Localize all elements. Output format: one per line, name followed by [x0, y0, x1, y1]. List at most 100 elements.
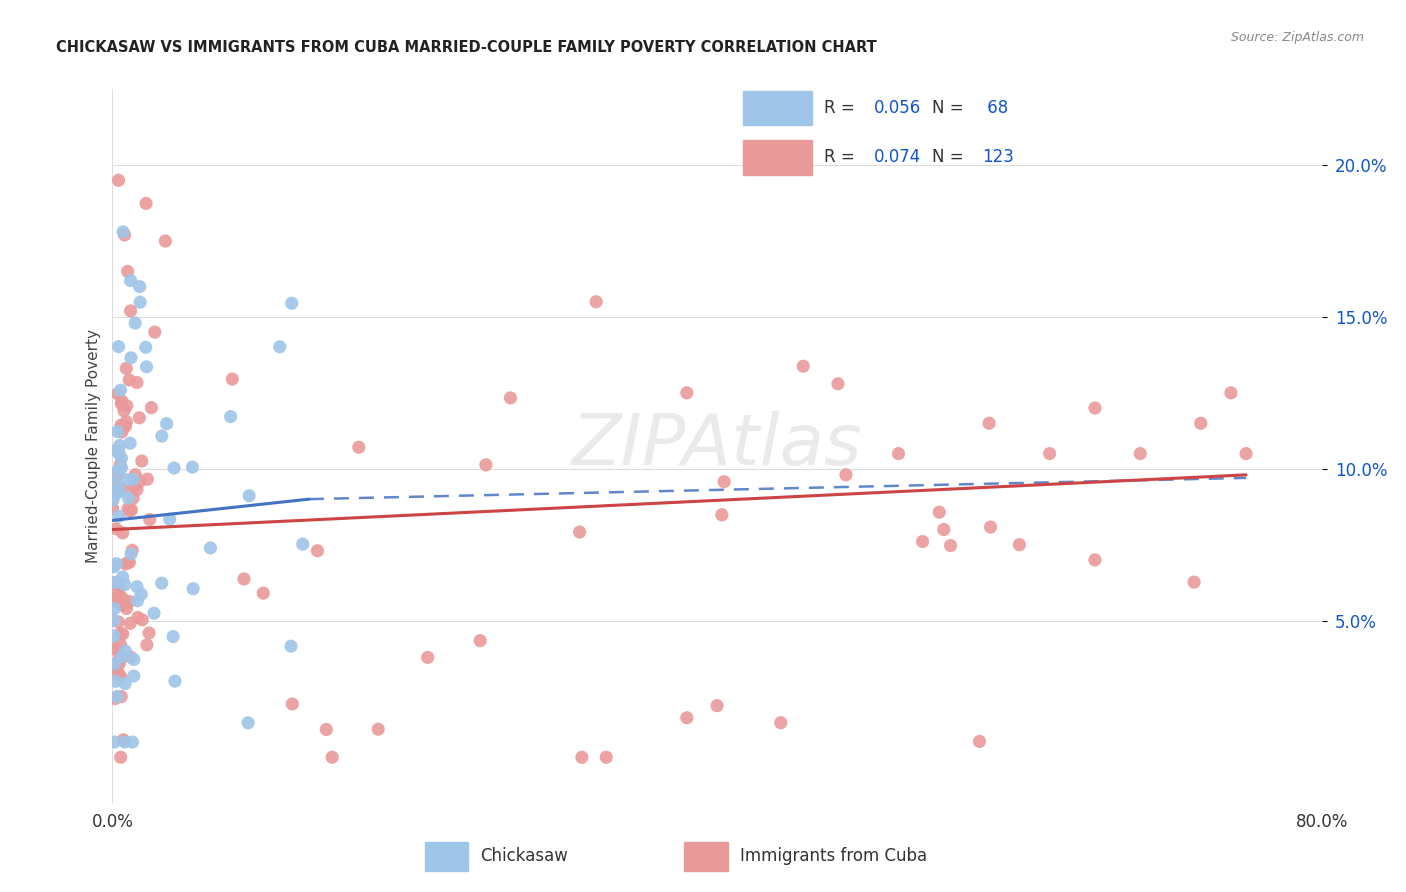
Point [236, 715, 259, 730]
Text: 0.056: 0.056 [873, 99, 921, 117]
Text: N =: N = [932, 99, 969, 117]
Point [110, 451, 132, 466]
Point [108, 438, 131, 452]
Point [112, 225, 135, 239]
Point [104, 641, 127, 656]
Point [568, 524, 591, 539]
Point [280, 639, 302, 653]
Point [105, 464, 128, 478]
FancyBboxPatch shape [744, 140, 811, 175]
Point [114, 644, 136, 658]
Point [111, 598, 134, 612]
Point [135, 638, 157, 652]
Point [122, 473, 145, 487]
Point [107, 615, 129, 629]
Point [143, 325, 166, 339]
Text: 0.074: 0.074 [873, 148, 921, 166]
Point [103, 614, 125, 628]
Point [107, 173, 129, 187]
Point [131, 613, 153, 627]
Point [110, 458, 132, 472]
FancyBboxPatch shape [685, 842, 728, 871]
Point [110, 397, 132, 411]
Point [470, 633, 492, 648]
Point [1084, 553, 1107, 567]
Point [108, 654, 131, 668]
Point [939, 539, 962, 553]
Point [110, 638, 132, 652]
Point [107, 387, 129, 401]
Point [980, 520, 1002, 534]
Point [1038, 447, 1062, 461]
Point [706, 698, 728, 713]
Point [129, 587, 152, 601]
Point [928, 505, 950, 519]
Point [269, 340, 291, 354]
Point [367, 723, 389, 737]
Point [111, 425, 134, 439]
Point [138, 512, 160, 526]
Text: R =: R = [824, 148, 860, 166]
Point [585, 294, 607, 309]
Point [107, 340, 129, 354]
Point [115, 361, 138, 376]
Point [162, 630, 184, 644]
Point [114, 557, 136, 571]
Point [111, 394, 134, 409]
Point [114, 419, 136, 434]
Point [135, 340, 157, 354]
Point [291, 537, 314, 551]
Point [104, 475, 127, 490]
Point [710, 508, 733, 522]
Point [138, 626, 160, 640]
Point [125, 483, 148, 497]
Point [155, 234, 177, 248]
Point [122, 669, 145, 683]
Point [111, 570, 134, 584]
Point [122, 480, 145, 494]
Point [163, 674, 186, 689]
Point [120, 503, 142, 517]
Point [571, 750, 593, 764]
Point [115, 415, 138, 429]
Point [120, 273, 142, 287]
Point [110, 750, 132, 764]
Point [127, 610, 149, 624]
Point [769, 715, 792, 730]
Point [307, 543, 329, 558]
Point [128, 410, 150, 425]
Point [105, 522, 128, 536]
Point [114, 577, 136, 591]
Point [108, 656, 131, 670]
Point [108, 446, 131, 460]
Point [104, 657, 127, 671]
Point [238, 489, 260, 503]
Point [150, 576, 173, 591]
Point [131, 454, 153, 468]
Point [103, 629, 125, 643]
Point [107, 575, 129, 590]
Point [125, 376, 148, 390]
Point [1084, 401, 1107, 415]
Point [124, 316, 146, 330]
Point [105, 661, 128, 675]
Point [103, 735, 125, 749]
Point [117, 491, 139, 505]
Point [499, 391, 522, 405]
Point [143, 606, 166, 620]
Point [101, 575, 124, 590]
Point [103, 473, 125, 487]
Point [932, 523, 955, 537]
Point [118, 504, 141, 518]
Point [117, 264, 139, 278]
Point [101, 558, 124, 573]
Point [115, 601, 138, 615]
Point [792, 359, 814, 374]
Point [675, 711, 697, 725]
Point [118, 555, 141, 569]
Point [281, 697, 304, 711]
Point [347, 440, 370, 454]
Point [120, 616, 142, 631]
Point [1008, 538, 1031, 552]
Point [1182, 575, 1205, 590]
